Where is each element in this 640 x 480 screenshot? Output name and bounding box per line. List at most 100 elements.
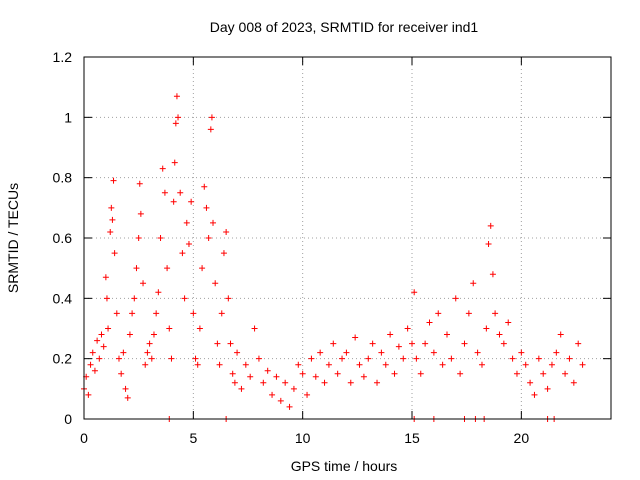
- data-point: [518, 349, 525, 356]
- y-tick-label: 1.2: [53, 49, 73, 65]
- data-point: [365, 355, 372, 362]
- data-point: [188, 198, 195, 205]
- data-point: [339, 355, 346, 362]
- data-point: [422, 340, 429, 347]
- data-point: [122, 385, 129, 392]
- data-point: [118, 370, 125, 377]
- data-point: [387, 331, 394, 338]
- data-point: [334, 370, 341, 377]
- data-point: [107, 228, 114, 235]
- data-point: [218, 310, 225, 317]
- data-point: [465, 310, 472, 317]
- data-point: [269, 391, 276, 398]
- data-point: [382, 361, 389, 368]
- data-point: [330, 340, 337, 347]
- data-point: [509, 355, 516, 362]
- data-point: [553, 349, 560, 356]
- x-tick-label: 10: [295, 430, 311, 446]
- data-point: [378, 349, 385, 356]
- data-point: [85, 391, 92, 398]
- data-point: [179, 250, 186, 257]
- data-point: [199, 265, 206, 272]
- data-point: [273, 373, 280, 380]
- data-point: [575, 340, 582, 347]
- data-point: [203, 204, 210, 211]
- data-point: [391, 370, 398, 377]
- data-point: [277, 397, 284, 404]
- data-point: [171, 159, 178, 166]
- data-point: [374, 379, 381, 386]
- data-point: [153, 310, 160, 317]
- data-point: [166, 325, 173, 332]
- data-point: [409, 340, 416, 347]
- data-point: [159, 165, 166, 172]
- x-tick-label: 5: [189, 430, 197, 446]
- data-point: [548, 361, 555, 368]
- data-point: [255, 355, 262, 362]
- x-tick-label: 15: [404, 430, 420, 446]
- data-point: [172, 120, 179, 127]
- data-point: [115, 355, 122, 362]
- data-point: [286, 403, 293, 410]
- data-point: [485, 241, 492, 248]
- data-point: [109, 216, 116, 223]
- data-point: [478, 361, 485, 368]
- data-point: [120, 349, 127, 356]
- data-point: [304, 391, 311, 398]
- data-point: [347, 379, 354, 386]
- data-point: [343, 349, 350, 356]
- data-point: [113, 310, 120, 317]
- data-point: [544, 385, 551, 392]
- y-axis-label: SRMTID / TECUs: [5, 183, 21, 293]
- data-point: [142, 361, 149, 368]
- data-point: [487, 222, 494, 229]
- data-point: [312, 373, 319, 380]
- data-point: [207, 126, 214, 133]
- data-point: [295, 361, 302, 368]
- data-point: [108, 204, 115, 211]
- data-point: [205, 235, 212, 241]
- axis-ticks: 0 0.2 0.4 0.6 0.8 1 1.2 0 5 10 15 20: [53, 49, 611, 446]
- data-point: [161, 189, 168, 196]
- data-point: [148, 355, 155, 362]
- data-point: [411, 289, 418, 296]
- data-point: [417, 370, 424, 377]
- data-point: [129, 310, 136, 317]
- data-point: [111, 250, 118, 257]
- x-axis-label: GPS time / hours: [291, 458, 398, 474]
- data-point: [157, 235, 164, 241]
- data-point: [535, 355, 542, 362]
- data-point: [282, 379, 289, 386]
- data-point: [251, 325, 258, 332]
- data-point: [124, 394, 131, 401]
- data-point: [325, 361, 332, 368]
- data-point: [242, 361, 249, 368]
- data-point: [225, 295, 232, 302]
- y-tick-label: 0.8: [53, 170, 73, 186]
- data-point: [360, 373, 367, 380]
- data-point: [260, 379, 267, 386]
- gridlines: [84, 57, 611, 419]
- data-point: [91, 367, 98, 374]
- data-point: [105, 325, 112, 332]
- data-point: [135, 235, 142, 241]
- data-point: [570, 379, 577, 386]
- x-tick-label: 0: [80, 430, 88, 446]
- data-point: [192, 355, 199, 362]
- data-point: [317, 349, 324, 356]
- data-point: [223, 228, 230, 235]
- y-tick-label: 0.6: [53, 230, 73, 246]
- data-point: [448, 355, 455, 362]
- data-point: [196, 325, 203, 332]
- y-tick-label: 0: [64, 411, 72, 427]
- data-point: [352, 334, 359, 341]
- data-point: [483, 325, 490, 332]
- data-point: [155, 289, 162, 296]
- data-point: [439, 361, 446, 368]
- data-point: [170, 198, 177, 205]
- y-tick-label: 0.2: [53, 351, 73, 367]
- data-point: [214, 340, 221, 347]
- chart-title: Day 008 of 2023, SRMTID for receiver ind…: [210, 19, 479, 35]
- data-point: [321, 379, 328, 386]
